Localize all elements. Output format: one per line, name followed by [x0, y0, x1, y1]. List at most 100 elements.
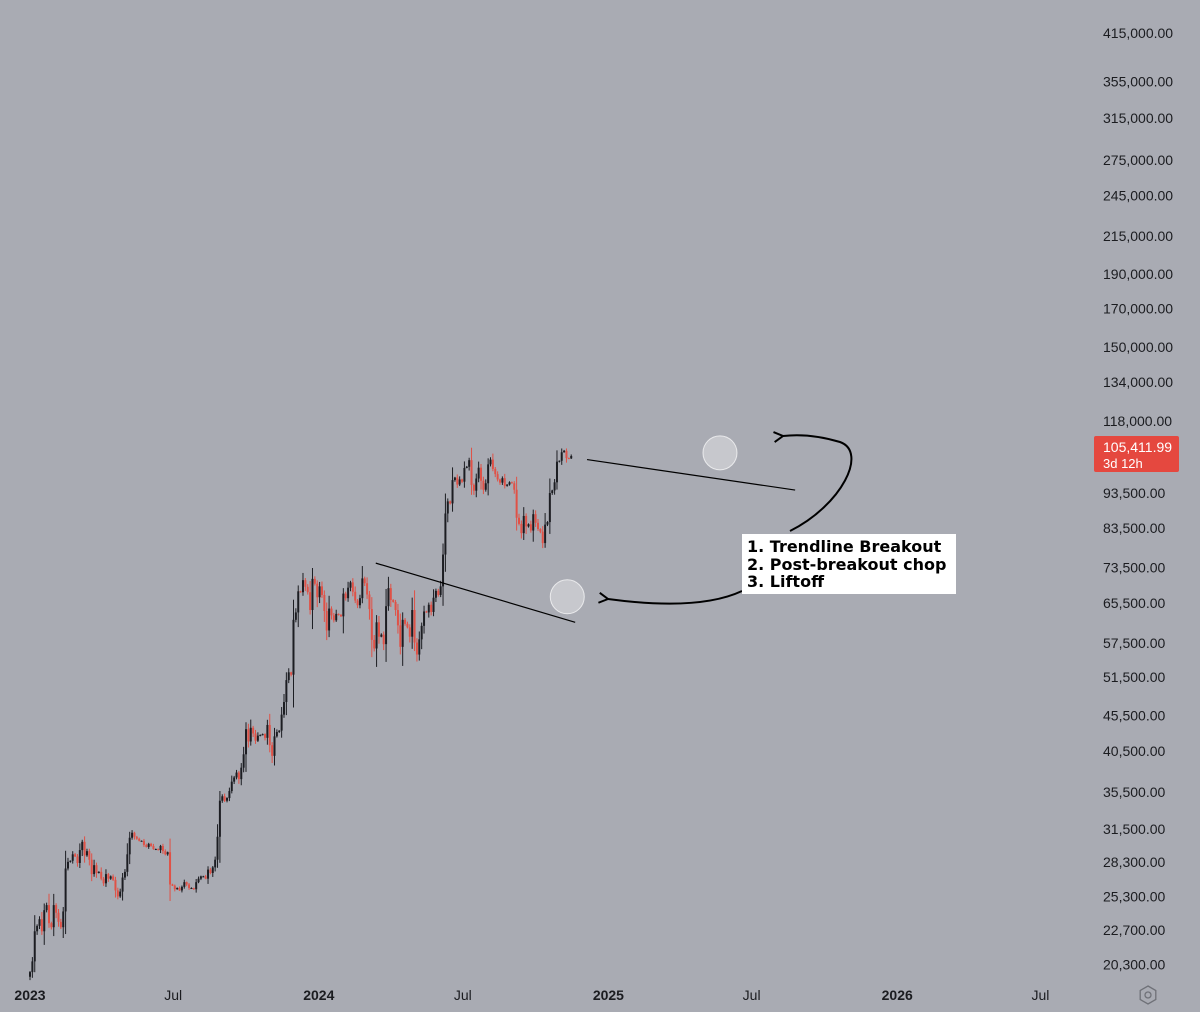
candle-body [565, 450, 568, 459]
candle-body [342, 593, 345, 617]
candle-body [33, 931, 36, 962]
arrows-layer [608, 435, 853, 605]
candle [463, 461, 466, 488]
candle [399, 613, 402, 655]
candle [150, 842, 153, 847]
candle [465, 465, 468, 469]
x-tick-label: Jul [1031, 987, 1049, 1003]
candle-body [482, 480, 485, 490]
candle [411, 597, 414, 649]
candle-body [368, 594, 371, 610]
candle-body [114, 879, 117, 891]
candle-body [339, 614, 342, 617]
candle-body [285, 680, 288, 703]
candle [423, 605, 426, 634]
candle [195, 878, 198, 893]
candle [226, 797, 229, 803]
x-axis: 2023 Jul 2024 Jul 2025 Jul 2026 Jul [14, 987, 1049, 1003]
candle [432, 589, 435, 617]
candle [188, 883, 191, 890]
candle-body [88, 851, 91, 860]
hexagon-settings-icon[interactable] [1136, 983, 1160, 1007]
candle-body [249, 727, 252, 742]
candle [475, 473, 478, 498]
candle [458, 476, 461, 487]
candle [76, 854, 79, 867]
candle [64, 850, 67, 935]
candle [567, 457, 570, 460]
candle [356, 598, 359, 609]
candle [278, 730, 281, 733]
candle [396, 603, 399, 634]
candle-body [366, 583, 369, 595]
candle-body [570, 456, 573, 459]
highlight-circle [702, 435, 738, 471]
candle-body [142, 840, 145, 845]
candle [228, 787, 231, 802]
candle-body [161, 845, 164, 852]
candle-body [159, 845, 162, 851]
candle [330, 606, 333, 620]
candle [544, 513, 547, 548]
candle [420, 622, 423, 650]
candle [344, 591, 347, 601]
candle-body [517, 517, 520, 524]
candle [223, 793, 226, 803]
candle-body [287, 672, 290, 681]
candle [335, 609, 338, 622]
candle [351, 578, 354, 597]
candle-body [195, 882, 198, 890]
y-tick-label: 190,000.00 [1103, 266, 1173, 282]
y-tick-label: 40,500.00 [1103, 743, 1165, 759]
candle-body [83, 841, 86, 856]
candle [553, 479, 556, 495]
y-tick-label: 57,500.00 [1103, 635, 1165, 651]
candle-body [211, 867, 214, 873]
candle-body [425, 611, 428, 613]
candle-body [513, 483, 516, 490]
candle [285, 672, 288, 716]
candle-body [420, 625, 423, 640]
candle [71, 851, 74, 864]
candle [418, 631, 421, 661]
candle [480, 463, 483, 490]
y-tick-label: 25,300.00 [1103, 888, 1165, 904]
candle-body [275, 732, 278, 737]
candle-body [354, 591, 357, 601]
y-tick-label: 134,000.00 [1103, 374, 1173, 390]
candle [173, 884, 176, 892]
candle [506, 484, 509, 487]
candle [29, 970, 31, 981]
arrow-to-liftoff [783, 435, 853, 532]
candle-body [318, 586, 321, 598]
candle [161, 843, 164, 854]
candle [59, 918, 62, 930]
candle [254, 729, 257, 744]
candle-body [480, 467, 483, 481]
candle-body [453, 477, 456, 481]
candle [363, 576, 366, 586]
last-price-value: 105,411.99 [1103, 439, 1173, 455]
candle-body [76, 856, 79, 863]
candle-body [45, 905, 48, 911]
y-tick-label: 93,500.00 [1103, 485, 1165, 501]
candle [472, 483, 475, 495]
x-tick-label: 2024 [303, 987, 334, 1003]
candle-body [192, 888, 195, 890]
candle-body [176, 888, 179, 890]
y-tick-label: 170,000.00 [1103, 301, 1173, 317]
candle-body [290, 672, 293, 675]
candle-body [242, 754, 245, 768]
candle [387, 576, 390, 611]
candle-body [534, 514, 537, 523]
candle [166, 851, 169, 856]
candle [190, 887, 193, 890]
candle-body [104, 874, 107, 884]
candle-body [536, 522, 539, 530]
candle [31, 957, 34, 978]
candle-body [131, 832, 134, 838]
candle [74, 852, 77, 857]
candle-body [266, 724, 269, 738]
candle [273, 727, 276, 766]
